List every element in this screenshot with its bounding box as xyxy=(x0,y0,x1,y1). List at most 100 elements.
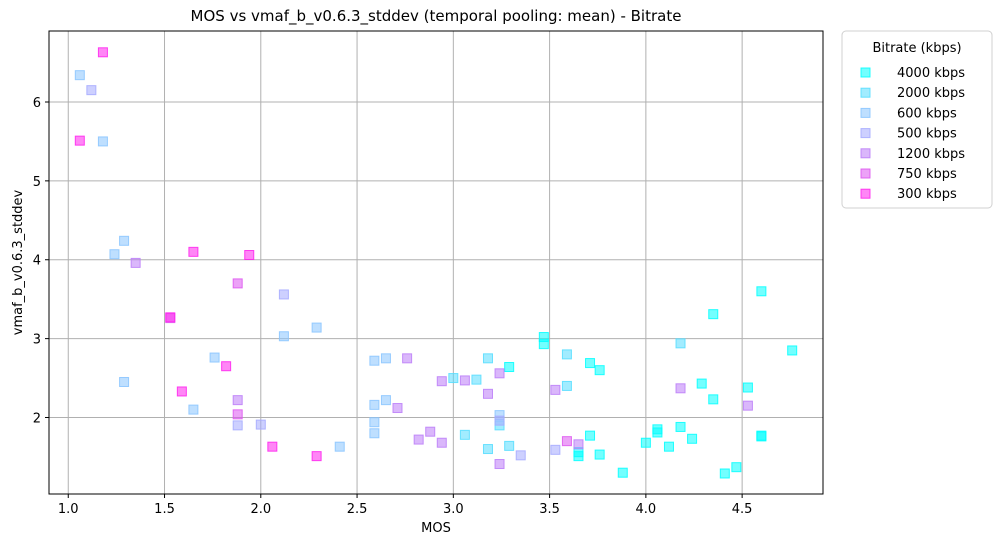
data-point xyxy=(504,440,515,451)
data-point xyxy=(696,378,707,389)
data-point xyxy=(561,380,572,391)
data-point xyxy=(130,257,141,268)
data-point xyxy=(708,394,719,405)
data-points xyxy=(74,47,798,479)
data-point xyxy=(221,361,232,372)
data-point xyxy=(402,353,413,364)
data-point xyxy=(663,441,674,452)
data-point xyxy=(232,420,243,431)
data-point xyxy=(392,403,403,414)
axis-ticks: 1.0 1.5 2.0 2.5 3.0 3.5 4.0 4.5 2 3 4 5 6 xyxy=(33,96,753,517)
data-point xyxy=(561,436,572,447)
data-point xyxy=(448,373,459,384)
data-point xyxy=(74,70,85,81)
data-point xyxy=(482,353,493,364)
data-point xyxy=(687,433,698,444)
data-point xyxy=(436,437,447,448)
data-point xyxy=(188,246,199,257)
data-point xyxy=(109,249,120,260)
data-point xyxy=(119,235,130,246)
data-point xyxy=(232,278,243,289)
data-point xyxy=(756,286,767,297)
legend-label: 300 kbps xyxy=(897,187,957,202)
data-point xyxy=(209,352,220,363)
legend-box xyxy=(841,30,993,209)
data-point xyxy=(573,439,584,450)
y-axis-title: vmaf_b_v0.6.3_stddev xyxy=(11,189,26,335)
data-point xyxy=(550,444,561,455)
data-point xyxy=(515,450,526,461)
data-point xyxy=(165,312,176,323)
data-point xyxy=(708,309,719,320)
data-point xyxy=(550,384,561,395)
data-point xyxy=(255,419,266,430)
data-point xyxy=(278,331,289,342)
data-point xyxy=(74,135,85,146)
data-point xyxy=(267,441,278,452)
legend-marker xyxy=(860,148,871,159)
data-point xyxy=(482,388,493,399)
legend-label: 2000 kbps xyxy=(897,86,965,101)
data-point xyxy=(459,429,470,440)
data-point xyxy=(425,426,436,437)
data-point xyxy=(640,437,651,448)
data-point xyxy=(561,349,572,360)
y-tick-label: 2 xyxy=(33,411,41,426)
data-point xyxy=(380,395,391,406)
data-point xyxy=(504,362,515,373)
legend-marker xyxy=(860,168,871,179)
x-tick-label: 4.5 xyxy=(732,502,753,517)
data-point xyxy=(675,338,686,349)
legend-label: 500 kbps xyxy=(897,127,957,142)
data-point xyxy=(311,322,322,333)
data-point xyxy=(311,451,322,462)
data-point xyxy=(244,250,255,261)
data-point xyxy=(471,374,482,385)
data-point xyxy=(675,421,686,432)
y-tick-label: 3 xyxy=(33,333,41,348)
legend-marker xyxy=(860,107,871,118)
data-point xyxy=(594,365,605,376)
data-point xyxy=(232,395,243,406)
data-point xyxy=(176,386,187,397)
data-point xyxy=(719,468,730,479)
data-point xyxy=(675,383,686,394)
x-tick-label: 1.0 xyxy=(58,502,79,517)
data-point xyxy=(334,441,345,452)
data-point xyxy=(594,449,605,460)
x-tick-label: 2.0 xyxy=(250,502,271,517)
legend: Bitrate (kbps) 4000 kbps 2000 kbps 600 kbp… xyxy=(841,30,993,209)
data-point xyxy=(652,427,663,438)
data-point xyxy=(494,368,505,379)
legend-label: 750 kbps xyxy=(897,167,957,182)
data-point xyxy=(617,467,628,478)
x-tick-label: 3.0 xyxy=(443,502,464,517)
data-point xyxy=(97,136,108,147)
data-point xyxy=(369,417,380,428)
x-axis-title: MOS xyxy=(421,521,451,536)
data-point xyxy=(585,358,596,369)
data-point xyxy=(731,462,742,473)
plot-frame xyxy=(48,30,824,495)
data-point xyxy=(119,376,130,387)
data-point xyxy=(494,459,505,470)
data-point xyxy=(494,415,505,426)
data-point xyxy=(380,353,391,364)
x-tick-label: 4.0 xyxy=(636,502,657,517)
data-point xyxy=(573,451,584,462)
grid-lines xyxy=(49,31,823,494)
x-tick-label: 1.5 xyxy=(154,502,175,517)
data-point xyxy=(369,355,380,366)
legend-marker xyxy=(860,87,871,98)
legend-marker xyxy=(860,67,871,78)
x-tick-label: 2.5 xyxy=(347,502,368,517)
y-tick-label: 5 xyxy=(33,175,41,190)
x-tick-label: 3.5 xyxy=(539,502,560,517)
data-point xyxy=(413,434,424,445)
data-point xyxy=(232,409,243,420)
data-point xyxy=(787,345,798,356)
data-point xyxy=(742,400,753,411)
data-point xyxy=(369,428,380,439)
